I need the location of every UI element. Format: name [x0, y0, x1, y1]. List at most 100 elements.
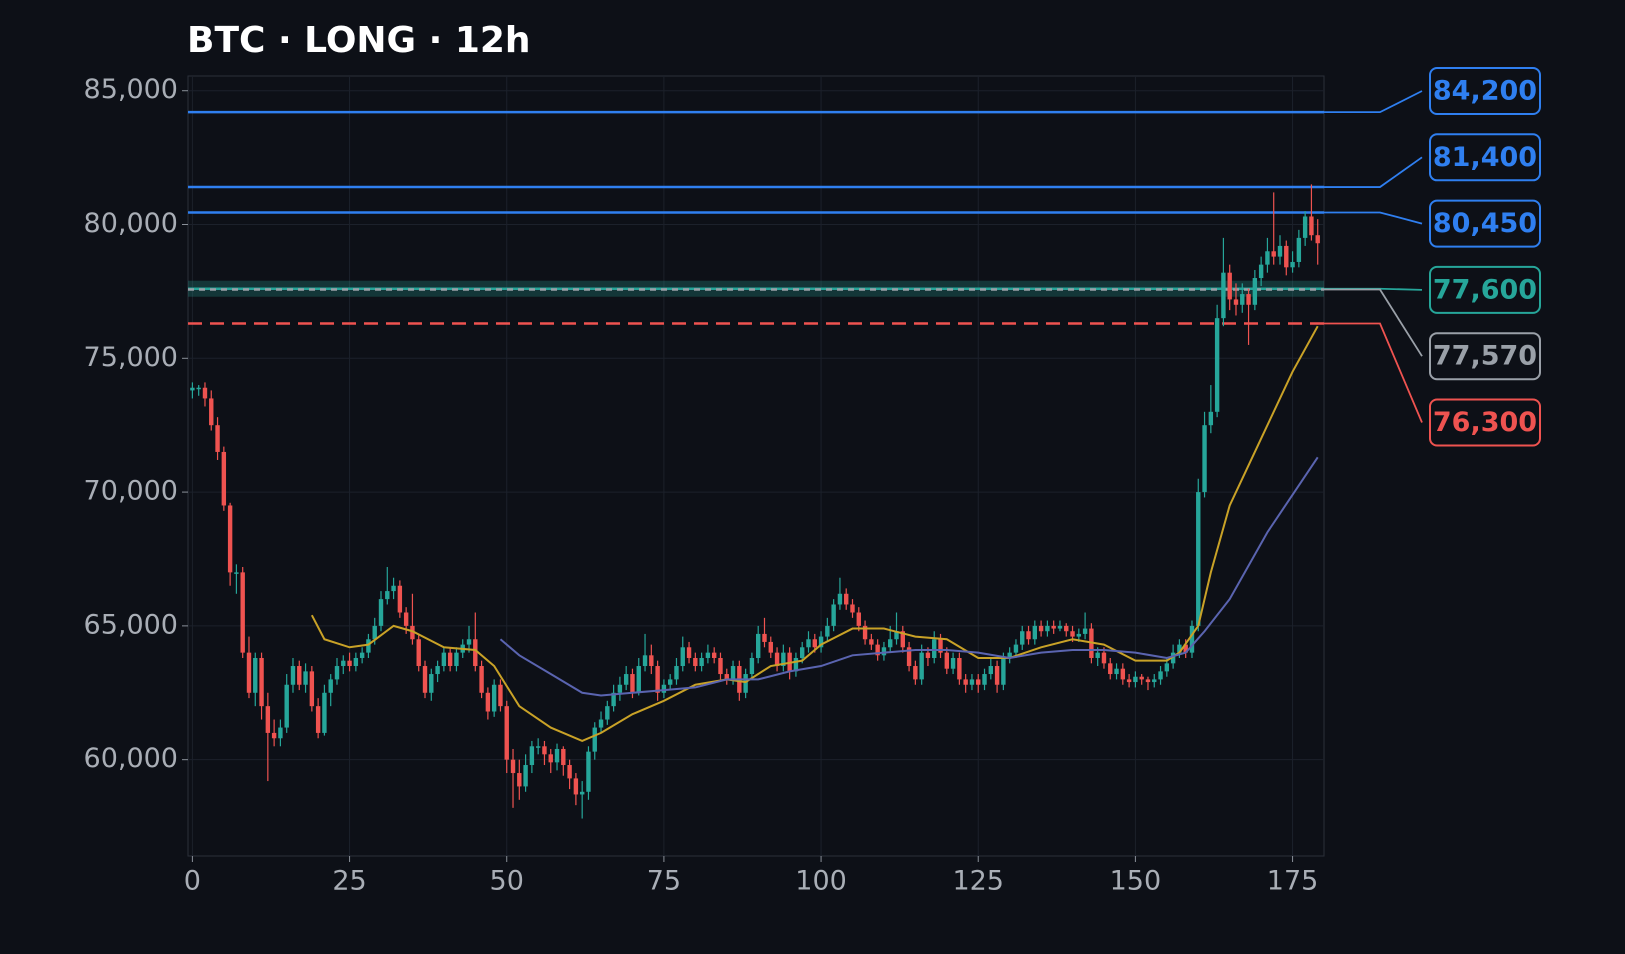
candle-body: [1045, 625, 1050, 632]
candle-body: [837, 593, 843, 605]
candle-body: [366, 639, 371, 653]
candle-body: [800, 647, 805, 658]
candle-body: [1145, 679, 1151, 683]
candle-body: [1214, 318, 1220, 412]
chart-title: BTC · LONG · 12h: [187, 20, 531, 61]
candle-body: [592, 727, 597, 752]
candle-body: [862, 625, 868, 640]
y-tick-label: 75,000: [84, 342, 178, 373]
candle-body: [278, 727, 283, 739]
candle-body: [705, 652, 711, 658]
candle-body: [630, 674, 635, 693]
candle-body: [190, 387, 195, 391]
level-box: [1429, 332, 1541, 381]
candle-body: [240, 572, 245, 653]
candle-body: [686, 647, 692, 658]
x-tick-label: 75: [647, 866, 681, 897]
x-tick-label: 125: [952, 866, 1004, 897]
candle-body: [781, 652, 786, 667]
candle-body: [1265, 251, 1270, 265]
candle-body: [215, 425, 220, 452]
candle-body: [353, 657, 359, 667]
candle-body: [623, 674, 629, 685]
candle-body: [667, 679, 673, 685]
candle-body: [642, 655, 648, 667]
candle-body: [485, 692, 491, 712]
candle-body: [774, 652, 780, 667]
candle-body: [303, 671, 308, 685]
candle-body: [812, 639, 817, 648]
candle-body: [391, 585, 396, 592]
candle-body: [542, 746, 547, 755]
level-label: 77,600: [1433, 274, 1537, 305]
candle-body: [253, 657, 258, 693]
candle-body: [403, 612, 409, 626]
candle-body: [649, 655, 654, 667]
candle-body: [888, 639, 893, 648]
candle-body: [202, 387, 208, 399]
x-tick-label: 100: [795, 866, 847, 897]
level-box: [1429, 265, 1541, 314]
candle-body: [1051, 625, 1056, 629]
candle-body: [284, 684, 289, 728]
candle-body: [768, 641, 773, 653]
level-connector: [1324, 211, 1423, 225]
candle-body: [1208, 411, 1214, 426]
candle-body: [1139, 676, 1144, 680]
candle-body: [957, 657, 962, 680]
candle-body: [919, 652, 924, 680]
candle-body: [1258, 264, 1264, 279]
candle-body: [724, 674, 729, 680]
y-tick-label: 85,000: [84, 74, 178, 105]
candle-body: [693, 657, 698, 667]
level-connector: [1324, 90, 1423, 114]
candle-body: [1120, 668, 1126, 680]
level-label: 77,570: [1433, 341, 1537, 372]
candle-body: [1227, 272, 1232, 300]
candle-body: [1057, 625, 1063, 629]
candle-body: [850, 604, 855, 613]
candle-body: [825, 625, 830, 637]
candle-body: [265, 706, 271, 733]
level-label: 84,200: [1433, 76, 1537, 107]
candle-body: [699, 657, 704, 667]
candle-body: [875, 644, 880, 656]
candle-body: [1183, 644, 1188, 653]
candle-body: [498, 684, 503, 707]
candle-body: [969, 679, 975, 685]
candle-body: [196, 387, 201, 390]
candle-body: [611, 692, 616, 707]
candle-body: [994, 666, 1000, 685]
x-tick-label: 50: [490, 866, 524, 897]
candle-body: [1189, 625, 1195, 653]
candle-body: [573, 778, 579, 795]
level-connector: [1324, 156, 1423, 188]
candle-body: [1013, 644, 1019, 653]
candle-body: [674, 666, 679, 680]
candle-body: [1076, 633, 1082, 637]
candle-body: [711, 652, 717, 658]
candle-body: [586, 751, 591, 792]
candle-body: [259, 657, 264, 707]
candle-body: [856, 612, 861, 626]
candle-body: [1032, 625, 1038, 640]
candle-body: [1296, 237, 1302, 262]
candle-body: [636, 666, 641, 693]
candle-body: [894, 631, 899, 640]
candle-body: [762, 633, 767, 642]
candle-body: [246, 652, 252, 693]
candle-body: [793, 657, 799, 672]
candle-body: [806, 639, 811, 648]
candle-body: [1133, 676, 1138, 683]
candle-body: [416, 639, 421, 667]
candle-body: [900, 631, 905, 648]
candle-body: [567, 765, 572, 779]
candle-body: [479, 666, 484, 693]
candle-body: [372, 625, 377, 640]
candle-body: [523, 765, 528, 787]
candle-body: [309, 671, 315, 707]
candle-body: [1277, 245, 1283, 257]
plot-area: [187, 75, 1325, 857]
candle-body: [1202, 425, 1207, 493]
candle-body: [435, 666, 440, 675]
